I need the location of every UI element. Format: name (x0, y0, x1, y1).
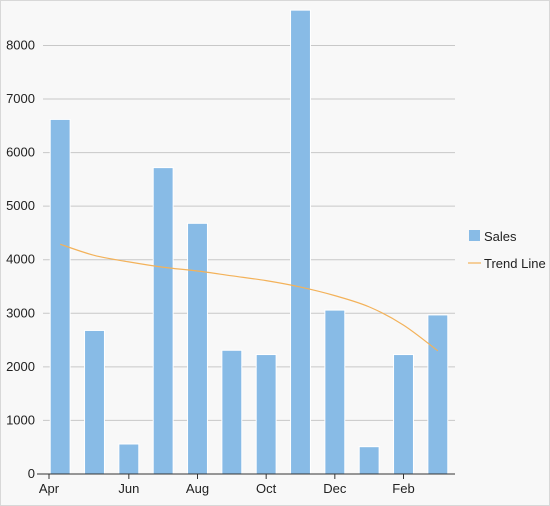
x-tick-label: Oct (256, 481, 277, 496)
x-tick-label: Apr (39, 481, 60, 496)
sales-bar-nov (290, 9, 311, 475)
x-tick-label: Dec (323, 481, 347, 496)
sales-bar-aug (187, 222, 208, 475)
legend-label-sales: Sales (484, 229, 517, 244)
y-axis: 0 1000 2000 3000 4000 5000 6000 7000 8000 (6, 37, 35, 481)
y-tick-label: 3000 (6, 305, 35, 320)
x-tick-label: Feb (392, 481, 414, 496)
sales-bar-jun (118, 443, 140, 475)
y-tick-label: 1000 (6, 412, 35, 427)
sales-bar-mar (427, 314, 449, 475)
sales-bar-may (84, 329, 105, 475)
sales-bar-dec (324, 309, 346, 475)
x-axis: Apr Jun Aug Oct Dec Feb (37, 473, 455, 496)
y-tick-label: 4000 (6, 252, 35, 267)
trend-line-series (59, 243, 439, 352)
legend-label-trend-line: Trend Line (484, 256, 546, 271)
sales-bar-jan (358, 446, 380, 475)
y-tick-label: 7000 (6, 91, 35, 106)
gridlines (43, 44, 455, 421)
sales-bars (49, 9, 449, 475)
y-tick-label: 8000 (6, 37, 35, 52)
legend: Sales Trend Line (468, 229, 546, 271)
sales-bar-oct (255, 354, 277, 475)
sales-bar-apr (49, 118, 71, 475)
trend-line (59, 243, 439, 352)
y-tick-label: 5000 (6, 198, 35, 213)
x-tick-label: Aug (186, 481, 209, 496)
legend-swatch-sales (469, 230, 480, 241)
y-tick-label: 0 (28, 466, 35, 481)
sales-bar-sep (221, 349, 243, 475)
y-tick-label: 2000 (6, 359, 35, 374)
sales-bar-jul (152, 167, 174, 475)
y-tick-label: 6000 (6, 145, 35, 160)
x-tick-label: Jun (118, 481, 139, 496)
sales-bar-feb (393, 354, 414, 475)
